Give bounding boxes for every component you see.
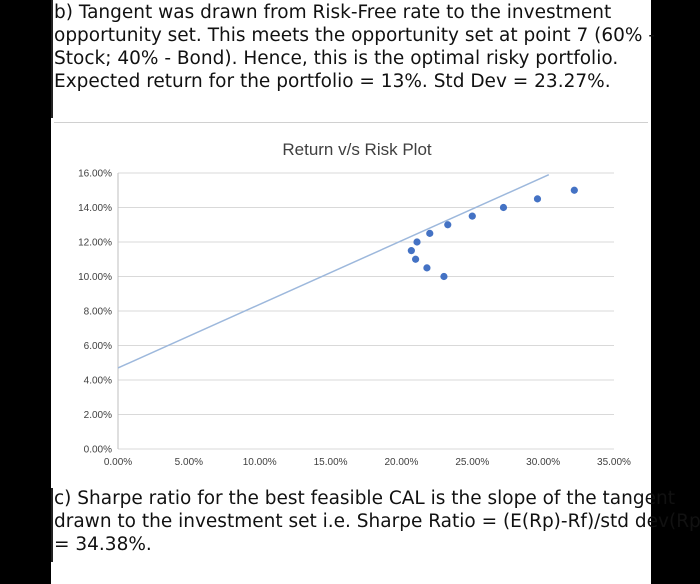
y-tick-label: 16.00% <box>78 169 112 180</box>
data-point <box>412 255 420 263</box>
gridlines <box>117 172 614 450</box>
paragraph-b-line: Stock; 40% - Bond). Hence, this is the o… <box>54 48 619 69</box>
paragraph-b-line: b) Tangent was drawn from Risk-Free rate… <box>54 2 612 23</box>
data-point <box>570 186 578 194</box>
y-tick-label: 0.00% <box>84 445 112 456</box>
left-rule-bottom <box>51 488 53 562</box>
data-points <box>407 186 578 281</box>
y-axis-ticks: 0.00% 2.00% 4.00% 6.00% 8.00% 10.00% 12.00% 14.… <box>78 169 112 456</box>
x-tick-label: 20.00% <box>384 457 418 468</box>
y-tick-label: 6.00% <box>84 341 112 352</box>
x-axis-ticks: 0.00% 5.00% 10.00% 15.00% 20.00% 25.00% 30.00%… <box>104 457 631 468</box>
left-rule-top <box>51 0 53 118</box>
y-tick-label: 10.00% <box>78 272 112 283</box>
x-tick-label: 0.00% <box>104 457 132 468</box>
chart-title: Return v/s Risk Plot <box>282 140 432 159</box>
chart-container: Return v/s Risk Plot 0.00% 2.00% 4.00% 6.00… <box>54 122 648 483</box>
data-point <box>468 212 476 220</box>
x-tick-label: 25.00% <box>455 457 489 468</box>
x-tick-label: 10.00% <box>243 457 277 468</box>
paragraph-c-line: drawn to the investment set i.e. Sharpe … <box>54 511 700 532</box>
y-tick-label: 4.00% <box>84 376 112 387</box>
data-point <box>426 229 434 237</box>
data-point <box>533 195 542 203</box>
y-tick-label: 12.00% <box>78 238 112 249</box>
paragraph-c-line: c) Sharpe ratio for the best feasible CA… <box>54 488 675 509</box>
data-point <box>413 238 421 246</box>
x-tick-label: 35.00% <box>597 457 631 468</box>
x-tick-label: 30.00% <box>526 457 560 468</box>
data-point <box>499 203 508 212</box>
data-point <box>407 247 415 255</box>
paragraph-c: c) Sharpe ratio for the best feasible CA… <box>54 487 700 556</box>
return-risk-chart: Return v/s Risk Plot 0.00% 2.00% 4.00% 6.00… <box>78 140 631 468</box>
data-point <box>440 272 448 281</box>
y-tick-label: 2.00% <box>84 410 112 421</box>
x-tick-label: 5.00% <box>175 457 203 468</box>
document-page: b) Tangent was drawn from Risk-Free rate… <box>51 0 700 584</box>
data-point <box>423 264 431 272</box>
tangent-line-group <box>117 174 550 369</box>
data-point <box>444 221 452 229</box>
y-tick-label: 8.00% <box>84 307 112 318</box>
paragraph-b-line: opportunity set. This meets the opportun… <box>54 25 656 46</box>
paragraph-c-line: = 34.38%. <box>54 534 152 555</box>
paragraph-b-line: Expected return for the portfolio = 13%.… <box>54 71 611 92</box>
x-tick-label: 15.00% <box>314 457 348 468</box>
paragraph-b: b) Tangent was drawn from Risk-Free rate… <box>54 1 656 93</box>
y-tick-label: 14.00% <box>78 203 112 214</box>
tangent-line <box>117 174 550 369</box>
